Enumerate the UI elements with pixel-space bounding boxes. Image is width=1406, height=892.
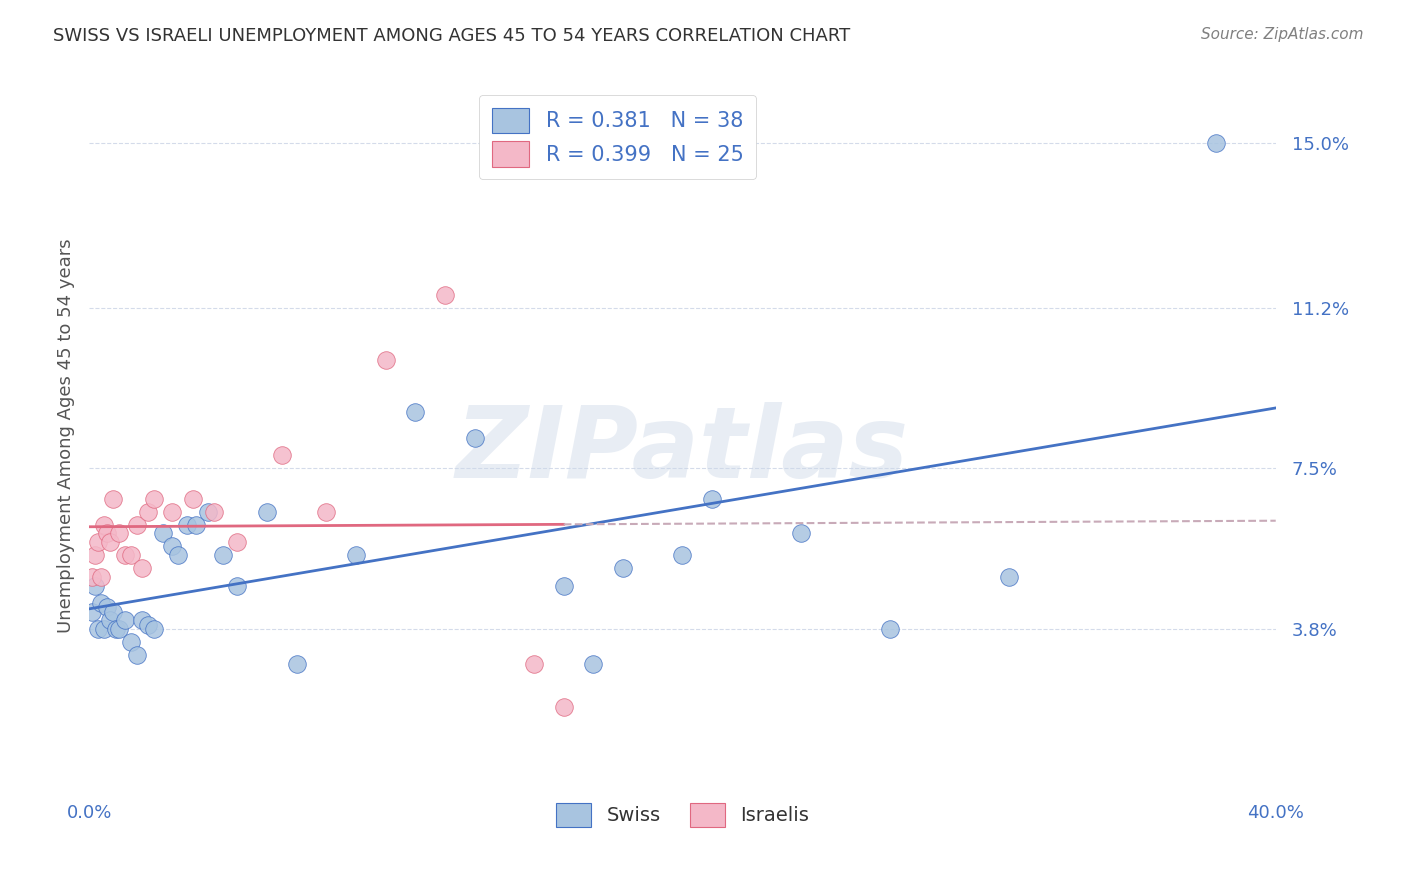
- Point: [131, 561, 153, 575]
- Point: [90, 596, 112, 610]
- Point: [87, 535, 110, 549]
- Point: [582, 657, 605, 671]
- Text: ZIPatlas: ZIPatlas: [456, 401, 908, 499]
- Point: [107, 622, 129, 636]
- Point: [138, 505, 160, 519]
- Point: [553, 700, 575, 714]
- Point: [434, 287, 457, 301]
- Point: [1205, 136, 1227, 150]
- Point: [202, 505, 225, 519]
- Point: [107, 526, 129, 541]
- Point: [160, 505, 183, 519]
- Point: [285, 657, 308, 671]
- Point: [270, 448, 292, 462]
- Point: [553, 578, 575, 592]
- Point: [315, 505, 337, 519]
- Point: [226, 578, 249, 592]
- Point: [211, 548, 233, 562]
- Point: [176, 517, 198, 532]
- Point: [96, 526, 118, 541]
- Point: [84, 578, 107, 592]
- Point: [138, 617, 160, 632]
- Point: [700, 491, 723, 506]
- Point: [104, 622, 127, 636]
- Point: [93, 622, 115, 636]
- Point: [256, 505, 278, 519]
- Point: [612, 561, 634, 575]
- Point: [84, 548, 107, 562]
- Point: [143, 622, 166, 636]
- Point: [344, 548, 367, 562]
- Point: [131, 613, 153, 627]
- Point: [160, 540, 183, 554]
- Point: [404, 405, 426, 419]
- Point: [152, 526, 174, 541]
- Point: [114, 613, 136, 627]
- Text: SWISS VS ISRAELI UNEMPLOYMENT AMONG AGES 45 TO 54 YEARS CORRELATION CHART: SWISS VS ISRAELI UNEMPLOYMENT AMONG AGES…: [53, 27, 851, 45]
- Text: Source: ZipAtlas.com: Source: ZipAtlas.com: [1201, 27, 1364, 42]
- Point: [80, 605, 103, 619]
- Point: [523, 657, 546, 671]
- Point: [167, 548, 190, 562]
- Y-axis label: Unemployment Among Ages 45 to 54 years: Unemployment Among Ages 45 to 54 years: [58, 238, 75, 633]
- Point: [96, 600, 118, 615]
- Point: [997, 570, 1019, 584]
- Point: [101, 491, 124, 506]
- Point: [181, 491, 204, 506]
- Point: [184, 517, 207, 532]
- Point: [671, 548, 693, 562]
- Point: [879, 622, 901, 636]
- Point: [143, 491, 166, 506]
- Point: [374, 352, 396, 367]
- Point: [125, 648, 148, 662]
- Point: [93, 517, 115, 532]
- Point: [125, 517, 148, 532]
- Point: [98, 613, 121, 627]
- Point: [790, 526, 813, 541]
- Point: [87, 622, 110, 636]
- Point: [197, 505, 219, 519]
- Point: [80, 570, 103, 584]
- Point: [98, 535, 121, 549]
- Point: [226, 535, 249, 549]
- Point: [114, 548, 136, 562]
- Legend: Swiss, Israelis: Swiss, Israelis: [548, 795, 817, 835]
- Point: [101, 605, 124, 619]
- Point: [464, 431, 486, 445]
- Point: [90, 570, 112, 584]
- Point: [120, 548, 142, 562]
- Point: [120, 635, 142, 649]
